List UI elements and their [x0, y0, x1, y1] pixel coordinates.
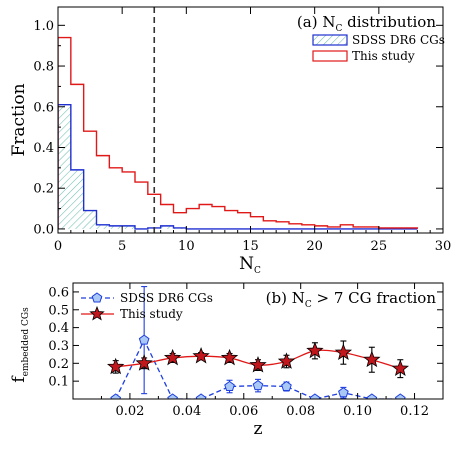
xtick-label: 0.06: [229, 404, 258, 419]
ytick-label: 0.5: [48, 303, 69, 318]
point-sdss-3: [195, 393, 207, 399]
ytick-label: 0.4: [33, 141, 54, 156]
bar-sdss-8: [160, 225, 174, 229]
point-this-study-1: [135, 354, 153, 371]
point-sdss-8: [338, 387, 349, 398]
panel-b-ylabel: fembedded CGs: [9, 307, 31, 383]
point-this-study-8: [334, 343, 353, 360]
ytick-label: 0.6: [48, 285, 69, 300]
panel-a-title: (a) NC distribution: [297, 13, 436, 34]
panel-b-title: (b) NC > 7 CG fraction: [266, 289, 437, 310]
xtick-label: 0.02: [115, 404, 144, 419]
legend-marker-sdss-b: [91, 292, 103, 303]
point-sdss-7: [309, 393, 321, 399]
bar-sdss-0: [58, 104, 71, 229]
point-this-study-2: [163, 348, 182, 366]
legend-item-sdss-b: SDSS DR6 CGs: [81, 291, 213, 305]
panel-a: 0 5 10 15 20 25 300.00.20.40.60.81.0 Fraction …: [9, 6, 451, 276]
bar-sdss-2: [83, 210, 97, 229]
ytick-label: 1.0: [33, 19, 54, 34]
panel-b-plot: [107, 286, 409, 399]
point-this-study-0: [107, 357, 125, 375]
panel-a-ylabel: Fraction: [9, 83, 29, 156]
legend-label-this-study-b: This study: [120, 307, 183, 321]
legend-item-this-study: This study: [312, 49, 415, 63]
legend-swatch-this-study: [312, 50, 348, 62]
panel-a-legend: SDSS DR6 CGs This study: [312, 33, 445, 63]
bar-sdss-3: [96, 224, 110, 229]
point-this-study-6: [277, 352, 296, 369]
xtick-label: 0.04: [172, 404, 201, 419]
legend-label-sdss: SDSS DR6 CGs: [352, 33, 445, 47]
panel-a-ticks: 0 5 10 15 20 25 30 0.0 0.2 0.4 0.6 0.8 1.0: [33, 7, 451, 254]
xtick-label: 20: [306, 239, 323, 254]
panel-b-frame: [72, 282, 444, 400]
point-sdss-10: [394, 393, 406, 399]
series-step-this-study: [58, 36, 419, 229]
ytick-label: 0.4: [48, 321, 69, 336]
panel-b-legend: SDSS DR6 CGs This study: [81, 291, 213, 321]
legend-item-sdss: SDSS DR6 CGs: [312, 33, 445, 47]
xtick-label: 5: [118, 239, 126, 254]
point-this-study-7: [306, 341, 324, 359]
point-sdss-4: [224, 380, 235, 392]
ytick-label: 0.8: [33, 60, 54, 75]
ytick-label: 0.3: [48, 339, 69, 354]
point-this-study-3: [192, 347, 210, 364]
panel-b: 0.02 0.04 0.06 0.08 0.10 0.12 0.1 0.2 0.3 0.4 0.5 0…: [9, 282, 444, 439]
legend-swatch-sdss: [312, 34, 348, 46]
point-sdss-2: [167, 393, 178, 399]
xtick-label: 25: [371, 239, 388, 254]
legend-marker-this-study-b: [89, 305, 105, 321]
xtick-label: 0.08: [286, 404, 315, 419]
point-sdss-0: [110, 393, 122, 399]
ytick-label: 0.6: [33, 100, 54, 115]
xtick-label: 15: [242, 239, 259, 254]
legend-label-sdss-b: SDSS DR6 CGs: [120, 291, 213, 305]
point-sdss-6: [281, 380, 292, 392]
point-this-study-4: [220, 348, 239, 366]
bar-sdss-5: [122, 225, 135, 229]
point-this-study-9: [363, 350, 381, 368]
point-this-study-5: [249, 355, 267, 373]
panel-b-xlabel: z: [254, 419, 263, 439]
bar-sdss-1: [70, 169, 84, 229]
xtick-label: 30: [435, 239, 452, 254]
legend-item-this-study-b: This study: [81, 305, 183, 321]
xtick-label: 0.12: [400, 404, 429, 419]
panel-a-xlabel: NC: [239, 254, 261, 276]
point-sdss-5: [252, 380, 264, 391]
xtick-label: 0: [54, 239, 62, 254]
ytick-label: 0.0: [33, 222, 54, 237]
ytick-label: 0.2: [48, 357, 69, 372]
point-sdss-9: [366, 393, 378, 399]
panel-b-ticks: 0.02 0.04 0.06 0.08 0.10 0.12 0.1 0.2 0.3 0.4 0.5 0…: [48, 283, 443, 419]
xtick-label: 10: [178, 239, 195, 254]
ytick-label: 0.1: [48, 375, 69, 390]
ytick-label: 0.2: [33, 182, 54, 197]
bar-sdss-4: [109, 225, 123, 229]
panel-a-bars: [58, 36, 419, 230]
point-this-study-10: [391, 359, 409, 377]
legend-label-this-study: This study: [352, 49, 415, 63]
point-sdss-1: [138, 334, 150, 345]
xtick-label: 0.10: [343, 404, 372, 419]
